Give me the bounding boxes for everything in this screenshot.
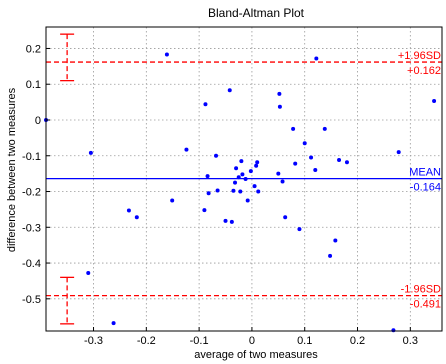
reference-lines-layer: MEAN -0.164 +1.96SD +0.162 -1.96SD -0.491 bbox=[46, 50, 442, 311]
data-point bbox=[203, 102, 208, 107]
tick-labels-layer: -0.3 -0.2 -0.1 0 0.1 0.2 0.3 0.2 0.1 0 -0.1 -0.2 -0.… bbox=[22, 43, 418, 347]
chart-title: Bland-Altman Plot bbox=[208, 6, 305, 20]
data-point bbox=[245, 198, 250, 203]
reference-line-name: -1.96SD bbox=[401, 284, 441, 296]
y-tick-label: -0.3 bbox=[22, 222, 41, 234]
data-point bbox=[254, 163, 259, 168]
y-tick-label: 0.1 bbox=[26, 79, 41, 91]
data-point bbox=[252, 184, 257, 189]
x-tick-label: 0.3 bbox=[403, 335, 418, 347]
data-point bbox=[88, 150, 93, 155]
data-point bbox=[214, 153, 219, 158]
data-point bbox=[111, 321, 116, 326]
reference-line-name: +1.96SD bbox=[398, 50, 441, 62]
data-point bbox=[206, 191, 211, 196]
data-point bbox=[240, 172, 245, 177]
data-point bbox=[291, 126, 296, 131]
data-point bbox=[293, 161, 298, 166]
y-tick-label: -0.2 bbox=[22, 187, 41, 199]
reference-line-name: MEAN bbox=[409, 167, 441, 179]
data-point bbox=[164, 52, 169, 57]
data-point bbox=[333, 238, 338, 243]
y-tick-label: -0.1 bbox=[22, 151, 41, 163]
data-point bbox=[322, 126, 327, 131]
data-point bbox=[215, 188, 220, 193]
data-point bbox=[277, 104, 282, 109]
data-point bbox=[229, 219, 234, 224]
data-point bbox=[283, 215, 288, 220]
data-point bbox=[344, 160, 349, 165]
data-points-layer bbox=[44, 52, 437, 333]
data-point bbox=[205, 174, 210, 179]
data-point bbox=[309, 155, 314, 160]
x-axis-title: average of two measures bbox=[194, 349, 318, 361]
data-point bbox=[276, 171, 281, 176]
data-point bbox=[337, 158, 342, 163]
data-point bbox=[184, 147, 189, 152]
x-tick-label: 0.1 bbox=[297, 335, 312, 347]
data-point bbox=[202, 208, 207, 213]
data-point bbox=[256, 189, 261, 194]
data-point bbox=[243, 177, 248, 181]
x-tick-label: 0 bbox=[249, 335, 255, 347]
data-point bbox=[432, 99, 437, 104]
y-tick-label: -0.5 bbox=[22, 294, 41, 306]
data-point bbox=[328, 253, 333, 258]
data-point bbox=[223, 218, 228, 223]
data-point bbox=[134, 215, 139, 220]
data-point bbox=[314, 56, 319, 61]
data-point bbox=[238, 189, 243, 194]
reference-line-value: -0.164 bbox=[410, 182, 441, 194]
y-tick-label: -0.4 bbox=[22, 258, 41, 270]
x-tick-label: -0.1 bbox=[190, 335, 209, 347]
reference-line-value: +0.162 bbox=[407, 65, 441, 77]
y-tick-label: 0 bbox=[35, 115, 41, 127]
data-point bbox=[126, 208, 131, 213]
y-tick-label: 0.2 bbox=[26, 43, 41, 55]
reference-line-value: -0.491 bbox=[410, 299, 441, 311]
error-bars-layer bbox=[60, 33, 75, 325]
x-tick-label: 0.2 bbox=[350, 335, 365, 347]
data-point bbox=[227, 88, 232, 93]
data-point bbox=[236, 175, 241, 180]
data-point bbox=[170, 198, 175, 203]
data-point bbox=[239, 159, 244, 164]
y-axis-title: difference between two measures bbox=[6, 87, 18, 252]
data-point bbox=[297, 227, 302, 232]
data-point bbox=[277, 91, 282, 96]
data-point bbox=[248, 169, 253, 174]
data-point bbox=[302, 141, 307, 146]
data-point bbox=[234, 166, 239, 171]
data-point bbox=[391, 328, 396, 333]
x-tick-label: -0.2 bbox=[137, 335, 156, 347]
data-point bbox=[396, 150, 401, 155]
data-point bbox=[231, 188, 236, 193]
data-point bbox=[233, 180, 238, 185]
data-point bbox=[313, 168, 318, 173]
x-tick-label: -0.3 bbox=[84, 335, 103, 347]
data-point bbox=[86, 271, 91, 276]
data-point bbox=[280, 179, 285, 184]
plot-frame bbox=[45, 26, 443, 332]
data-point bbox=[255, 160, 260, 165]
